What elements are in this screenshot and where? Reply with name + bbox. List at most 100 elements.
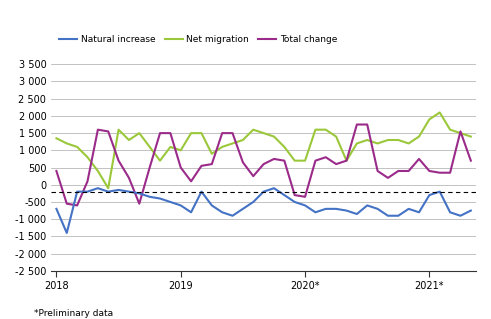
Net migration: [167, 145, 173, 149]
Line: Net migration: Net migration: [56, 113, 471, 188]
Net migration: [458, 131, 464, 135]
Natural increase: [116, 188, 122, 192]
Natural increase: [406, 207, 411, 211]
Total change: [84, 179, 90, 183]
Total change: [230, 131, 236, 135]
Total change: [178, 166, 184, 169]
Total change: [447, 171, 453, 174]
Net migration: [84, 155, 90, 159]
Total change: [209, 162, 215, 166]
Total change: [302, 195, 308, 199]
Total change: [427, 169, 433, 173]
Line: Natural increase: Natural increase: [56, 188, 471, 233]
Natural increase: [74, 190, 80, 194]
Natural increase: [364, 204, 370, 207]
Natural increase: [126, 190, 132, 194]
Total change: [261, 162, 267, 166]
Natural increase: [354, 212, 360, 216]
Net migration: [271, 135, 277, 138]
Total change: [188, 179, 194, 183]
Natural increase: [427, 193, 433, 197]
Net migration: [261, 131, 267, 135]
Natural increase: [230, 214, 236, 218]
Total change: [116, 159, 122, 163]
Total change: [240, 160, 246, 164]
Natural increase: [385, 214, 391, 218]
Natural increase: [281, 193, 287, 197]
Natural increase: [167, 200, 173, 204]
Natural increase: [437, 190, 443, 194]
Natural increase: [136, 191, 142, 195]
Net migration: [416, 135, 422, 138]
Net migration: [312, 128, 318, 132]
Natural increase: [209, 204, 215, 207]
Natural increase: [84, 190, 90, 194]
Total change: [147, 166, 153, 169]
Net migration: [447, 128, 453, 132]
Total change: [416, 157, 422, 161]
Net migration: [219, 145, 225, 149]
Total change: [312, 159, 318, 163]
Net migration: [406, 142, 411, 145]
Net migration: [364, 138, 370, 142]
Natural increase: [312, 211, 318, 214]
Net migration: [468, 135, 474, 138]
Total change: [95, 128, 101, 132]
Total change: [250, 174, 256, 178]
Total change: [333, 162, 339, 166]
Natural increase: [157, 197, 163, 200]
Total change: [344, 159, 350, 163]
Natural increase: [261, 190, 267, 194]
Net migration: [385, 138, 391, 142]
Net migration: [437, 111, 443, 115]
Natural increase: [302, 204, 308, 207]
Natural increase: [178, 204, 184, 207]
Net migration: [105, 186, 111, 190]
Total change: [375, 169, 381, 173]
Natural increase: [468, 209, 474, 212]
Natural increase: [447, 211, 453, 214]
Net migration: [95, 169, 101, 173]
Line: Total change: Total change: [56, 124, 471, 205]
Total change: [105, 130, 111, 133]
Natural increase: [416, 211, 422, 214]
Net migration: [240, 138, 246, 142]
Natural increase: [147, 195, 153, 199]
Natural increase: [219, 211, 225, 214]
Total change: [157, 131, 163, 135]
Natural increase: [458, 214, 464, 218]
Total change: [364, 122, 370, 126]
Net migration: [116, 128, 122, 132]
Total change: [458, 130, 464, 133]
Natural increase: [198, 190, 204, 194]
Net migration: [157, 159, 163, 163]
Natural increase: [292, 200, 298, 204]
Total change: [126, 176, 132, 180]
Natural increase: [105, 190, 111, 194]
Natural increase: [240, 207, 246, 211]
Natural increase: [271, 186, 277, 190]
Net migration: [209, 152, 215, 156]
Net migration: [427, 117, 433, 121]
Total change: [167, 131, 173, 135]
Total change: [395, 169, 401, 173]
Net migration: [136, 131, 142, 135]
Net migration: [74, 145, 80, 149]
Total change: [74, 204, 80, 207]
Total change: [323, 155, 329, 159]
Natural increase: [395, 214, 401, 218]
Total change: [437, 171, 443, 174]
Total change: [468, 159, 474, 163]
Legend: Natural increase, Net migration, Total change: Natural increase, Net migration, Total c…: [56, 32, 341, 48]
Natural increase: [188, 211, 194, 214]
Net migration: [230, 142, 236, 145]
Total change: [281, 159, 287, 163]
Natural increase: [323, 207, 329, 211]
Total change: [64, 202, 70, 206]
Net migration: [344, 159, 350, 163]
Net migration: [64, 142, 70, 145]
Total change: [219, 131, 225, 135]
Natural increase: [344, 209, 350, 212]
Natural increase: [54, 207, 59, 211]
Net migration: [395, 138, 401, 142]
